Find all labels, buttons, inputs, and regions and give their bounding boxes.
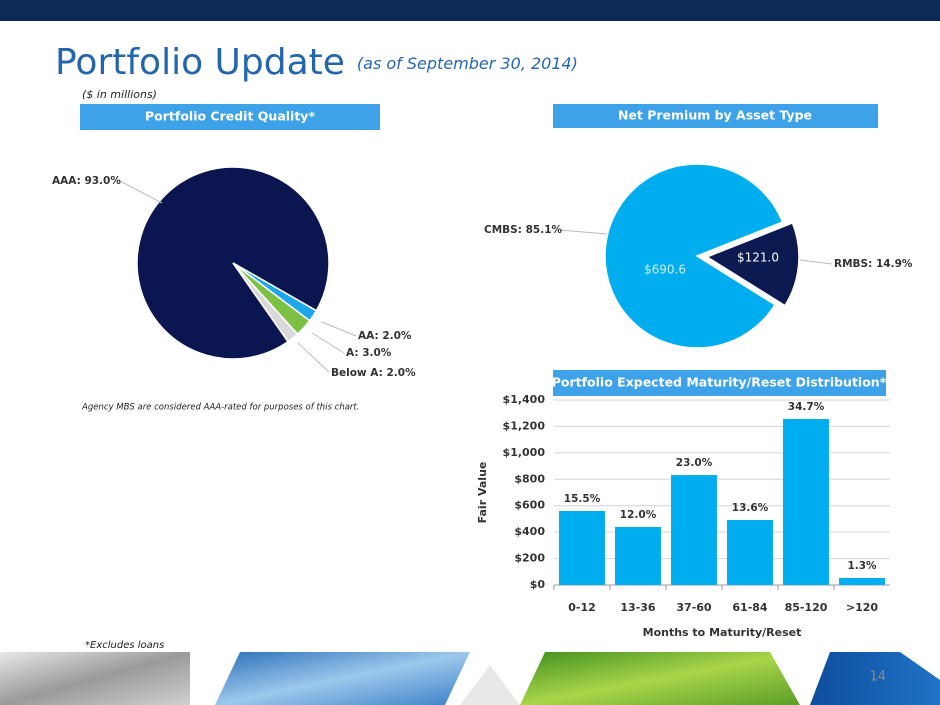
category-name: RMBS [834,258,868,270]
chart-title: Portfolio Expected Maturity/Reset Distri… [552,375,887,390]
bar [671,475,717,585]
y-tick-label: $1,200 [503,419,546,432]
corner [900,652,940,680]
units: ($ in millions) [82,88,157,101]
chart-title: Net Premium by Asset Type [618,108,812,123]
bar [559,511,605,585]
label-sep: : [77,175,85,187]
rope-image [0,652,190,705]
share-label: 23.0% [676,457,713,469]
data-label: RMBS: 14.9% [834,258,913,270]
label-sep: : [868,258,876,270]
value-label: 14.9% [876,258,913,270]
footnote: *Excludes loans [85,640,164,651]
chart-title: Portfolio Credit Quality* [145,109,315,124]
value-label: 3.0% [362,347,392,359]
x-tick-label: 13-36 [620,601,656,614]
triangle [460,665,520,705]
leader-line [119,180,163,204]
subtitle: (as of September 30, 2014) [357,54,578,73]
bar [783,419,829,585]
data-label: Below A: 2.0% [331,367,416,379]
amount-label: $690.6 [644,263,686,277]
share-label: 13.6% [732,502,769,514]
value-label: 2.0% [386,367,416,379]
share-label: 34.7% [788,401,825,413]
y-tick-label: $800 [514,472,545,485]
leaf-image [520,652,800,705]
x-tick-label: 61-84 [732,601,768,614]
bar [839,577,885,585]
data-label: AA: 2.0% [358,330,412,342]
pie-slice [705,222,800,307]
category-name: AA [358,330,375,342]
amount-label: $121.0 [737,251,779,265]
x-tick-label: 0-12 [568,601,596,614]
pie-slice [232,262,299,343]
title-text: Portfolio Update [55,42,345,83]
leader-line [311,332,345,354]
x-tick-label: 37-60 [676,601,712,614]
label-sep: : [354,347,362,359]
pie-slice [604,163,784,349]
category-name: CMBS [484,224,518,236]
x-axis-label: Months to Maturity/Reset [643,626,802,639]
x-tick-label: 85-120 [785,601,828,614]
y-tick-label: $600 [514,499,545,512]
share-label: 15.5% [564,493,601,505]
bar [727,519,773,585]
value-label: 85.1% [526,224,563,236]
y-tick-label: $0 [530,578,546,591]
data-label: CMBS: 85.1% [484,224,563,236]
label-sep: : [379,367,387,379]
y-axis-label: Fair Value [476,462,489,524]
footer-images [0,652,940,705]
header-box [80,104,380,130]
header-box [553,370,886,396]
value-label: 2.0% [382,330,412,342]
leader-line [799,259,833,265]
sky-image [215,652,470,705]
data-label: AAA: 93.0% [52,175,121,187]
page-number: 14 [869,670,886,685]
label-sep: : [518,224,526,236]
y-tick-label: $1,400 [503,393,546,406]
bar [615,526,661,585]
category-name: A [346,347,355,359]
leader-line [559,229,608,235]
leader-line [297,342,330,373]
blue-image [810,652,940,705]
leader-line [321,321,357,337]
y-tick-label: $400 [514,525,545,538]
category-name: Below A [331,367,379,379]
top-bar [0,0,940,21]
data-label: A: 3.0% [346,347,392,359]
y-tick-label: $1,000 [503,446,546,459]
value-label: 93.0% [84,175,121,187]
chart-note: Agency MBS are considered AAA-rated for … [81,403,359,413]
y-tick-label: $200 [514,552,545,565]
share-label: 12.0% [620,509,657,521]
category-name: AAA [52,175,77,187]
share-label: 1.3% [847,560,877,572]
slide-title: Portfolio Update (as of September 30, 201… [55,42,578,83]
header-box [553,104,878,128]
label-sep: : [374,330,382,342]
x-tick-label: >120 [846,601,879,614]
